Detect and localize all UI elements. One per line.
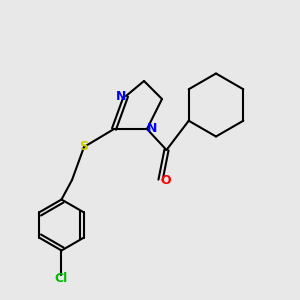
Text: N: N bbox=[147, 122, 158, 136]
Text: S: S bbox=[80, 140, 88, 154]
Text: Cl: Cl bbox=[55, 272, 68, 286]
Text: O: O bbox=[160, 173, 171, 187]
Text: N: N bbox=[116, 89, 126, 103]
